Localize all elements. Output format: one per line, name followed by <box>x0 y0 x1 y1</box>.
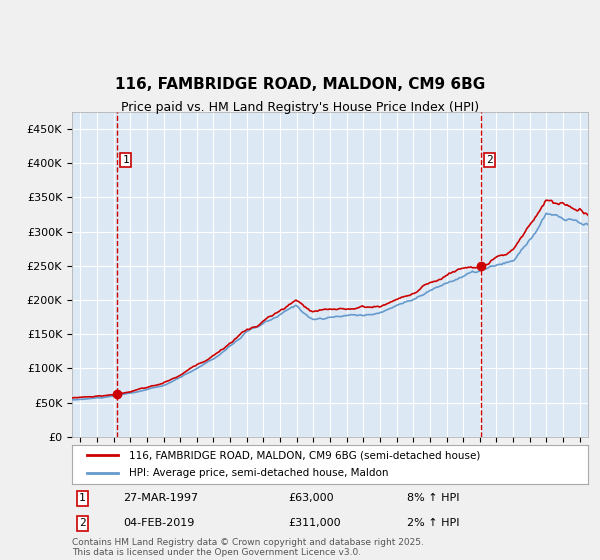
Text: 116, FAMBRIDGE ROAD, MALDON, CM9 6BG (semi-detached house): 116, FAMBRIDGE ROAD, MALDON, CM9 6BG (se… <box>129 450 480 460</box>
Text: 2% ↑ HPI: 2% ↑ HPI <box>407 519 460 529</box>
Text: 2: 2 <box>486 155 493 165</box>
Text: 1: 1 <box>122 155 129 165</box>
Text: HPI: Average price, semi-detached house, Maldon: HPI: Average price, semi-detached house,… <box>129 468 388 478</box>
Text: 04-FEB-2019: 04-FEB-2019 <box>124 519 195 529</box>
Text: 1: 1 <box>79 493 86 503</box>
Text: Contains HM Land Registry data © Crown copyright and database right 2025.
This d: Contains HM Land Registry data © Crown c… <box>72 538 424 557</box>
Text: 116, FAMBRIDGE ROAD, MALDON, CM9 6BG: 116, FAMBRIDGE ROAD, MALDON, CM9 6BG <box>115 77 485 92</box>
Text: 8% ↑ HPI: 8% ↑ HPI <box>407 493 460 503</box>
Text: £311,000: £311,000 <box>289 519 341 529</box>
Text: Price paid vs. HM Land Registry's House Price Index (HPI): Price paid vs. HM Land Registry's House … <box>121 101 479 114</box>
Text: 27-MAR-1997: 27-MAR-1997 <box>124 493 199 503</box>
Text: 2: 2 <box>79 519 86 529</box>
Text: £63,000: £63,000 <box>289 493 334 503</box>
